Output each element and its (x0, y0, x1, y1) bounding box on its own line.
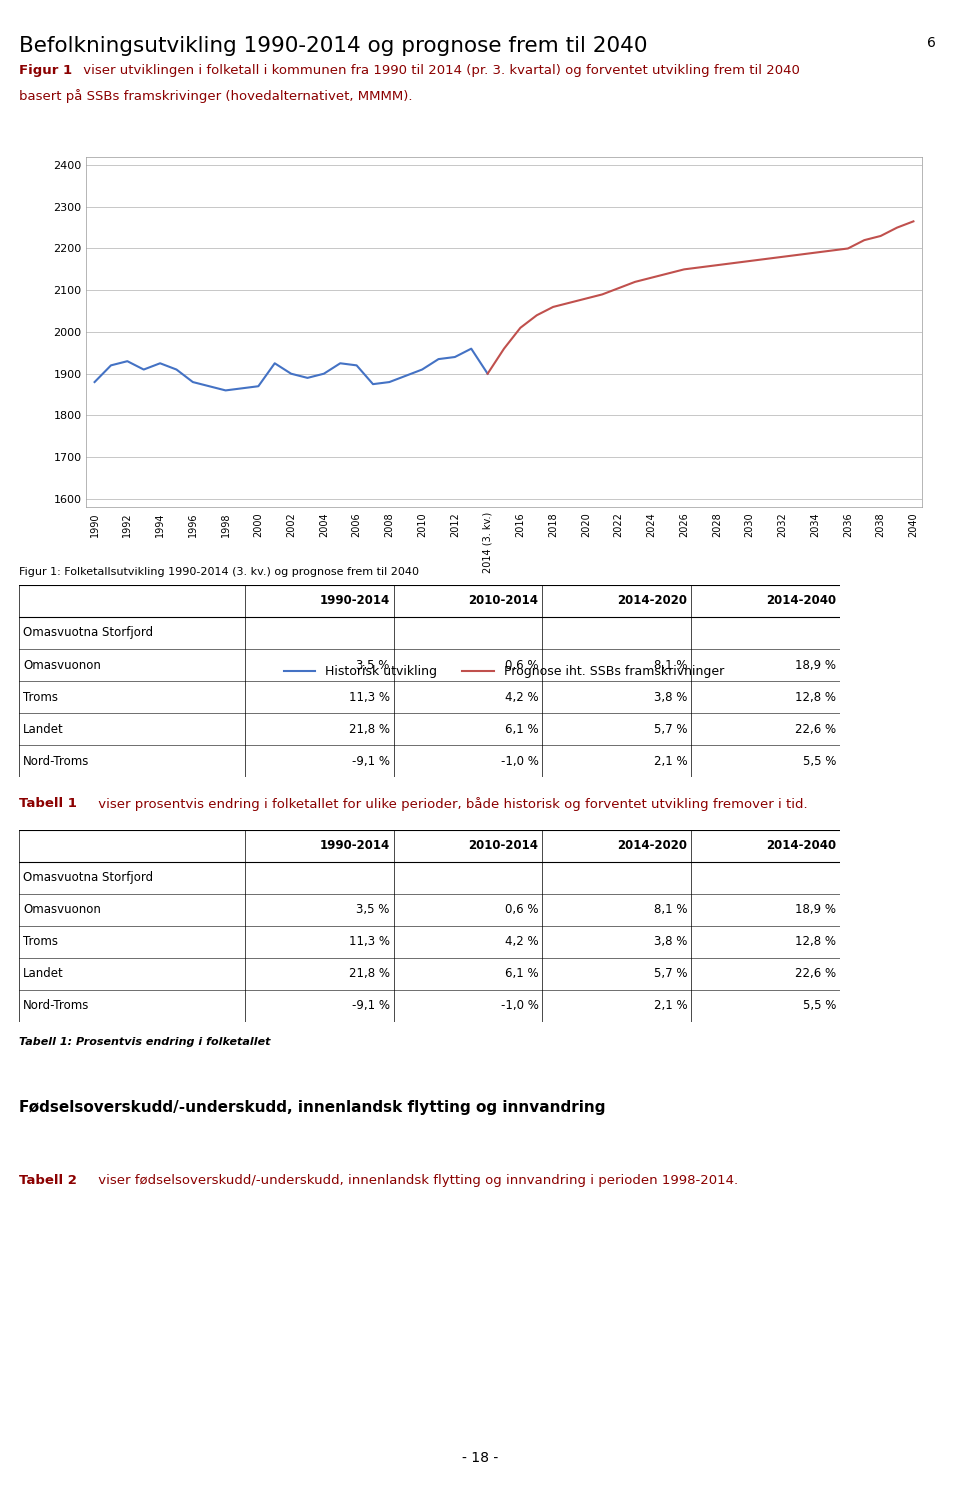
Text: Omasvuotna Storfjord: Omasvuotna Storfjord (23, 871, 154, 885)
Text: 21,8 %: 21,8 % (348, 967, 390, 980)
Text: 18,9 %: 18,9 % (795, 903, 836, 916)
Text: 11,3 %: 11,3 % (348, 935, 390, 949)
Text: viser utviklingen i folketall i kommunen fra 1990 til 2014 (pr. 3. kvartal) og f: viser utviklingen i folketall i kommunen… (79, 64, 800, 78)
Text: 5,7 %: 5,7 % (654, 967, 687, 980)
Text: Landet: Landet (23, 967, 63, 980)
Text: 5,7 %: 5,7 % (654, 722, 687, 736)
Text: 2014-2020: 2014-2020 (617, 594, 687, 607)
Text: -9,1 %: -9,1 % (351, 1000, 390, 1013)
Text: 12,8 %: 12,8 % (795, 935, 836, 949)
Text: 3,5 %: 3,5 % (356, 658, 390, 671)
Text: 4,2 %: 4,2 % (505, 691, 539, 704)
Text: 6: 6 (927, 36, 936, 49)
Text: 22,6 %: 22,6 % (795, 967, 836, 980)
Text: Omasvuonon: Omasvuonon (23, 903, 101, 916)
Text: 2014-2020: 2014-2020 (617, 839, 687, 852)
Text: 11,3 %: 11,3 % (348, 691, 390, 704)
Text: 2010-2014: 2010-2014 (468, 839, 539, 852)
Text: viser fødselsoverskudd/-underskudd, innenlandsk flytting og innvandring i period: viser fødselsoverskudd/-underskudd, inne… (94, 1174, 738, 1188)
Text: - 18 -: - 18 - (462, 1452, 498, 1465)
Text: 2014-2040: 2014-2040 (766, 839, 836, 852)
Text: Figur 1: Figur 1 (19, 64, 72, 78)
Legend: Historisk utvikling, Prognose iht. SSBs framskrivninger: Historisk utvikling, Prognose iht. SSBs … (279, 661, 729, 683)
Text: 2,1 %: 2,1 % (654, 755, 687, 768)
Text: 2,1 %: 2,1 % (654, 1000, 687, 1013)
Text: 0,6 %: 0,6 % (505, 658, 539, 671)
Text: -1,0 %: -1,0 % (501, 1000, 539, 1013)
Text: 5,5 %: 5,5 % (803, 1000, 836, 1013)
Text: 2010-2014: 2010-2014 (468, 594, 539, 607)
Text: 3,5 %: 3,5 % (356, 903, 390, 916)
Text: Figur 1: Folketallsutvikling 1990-2014 (3. kv.) og prognose frem til 2040: Figur 1: Folketallsutvikling 1990-2014 (… (19, 567, 420, 577)
Text: 22,6 %: 22,6 % (795, 722, 836, 736)
Text: viser prosentvis endring i folketallet for ulike perioder, både historisk og for: viser prosentvis endring i folketallet f… (94, 797, 807, 810)
Text: 6,1 %: 6,1 % (505, 722, 539, 736)
Text: Tabell 1: Tabell 1 (19, 797, 77, 810)
Text: Tabell 1: Prosentvis endring i folketallet: Tabell 1: Prosentvis endring i folketall… (19, 1037, 271, 1047)
Text: 2014-2040: 2014-2040 (766, 594, 836, 607)
Text: Befolkningsutvikling 1990-2014 og prognose frem til 2040: Befolkningsutvikling 1990-2014 og progno… (19, 36, 648, 55)
Text: Omasvuotna Storfjord: Omasvuotna Storfjord (23, 627, 154, 640)
Text: 4,2 %: 4,2 % (505, 935, 539, 949)
Text: 1990-2014: 1990-2014 (320, 839, 390, 852)
Text: 0,6 %: 0,6 % (505, 903, 539, 916)
Text: 21,8 %: 21,8 % (348, 722, 390, 736)
Text: Omasvuonon: Omasvuonon (23, 658, 101, 671)
Text: 18,9 %: 18,9 % (795, 658, 836, 671)
Text: 8,1 %: 8,1 % (654, 903, 687, 916)
Text: Tabell 2: Tabell 2 (19, 1174, 77, 1188)
Text: 12,8 %: 12,8 % (795, 691, 836, 704)
Text: Nord-Troms: Nord-Troms (23, 1000, 89, 1013)
Text: Troms: Troms (23, 935, 58, 949)
Text: 8,1 %: 8,1 % (654, 658, 687, 671)
Text: Nord-Troms: Nord-Troms (23, 755, 89, 768)
Text: 3,8 %: 3,8 % (654, 691, 687, 704)
Text: Fødselsoverskudd/-underskudd, innenlandsk flytting og innvandring: Fødselsoverskudd/-underskudd, innenlands… (19, 1100, 606, 1115)
Text: -1,0 %: -1,0 % (501, 755, 539, 768)
Text: 3,8 %: 3,8 % (654, 935, 687, 949)
Text: -9,1 %: -9,1 % (351, 755, 390, 768)
Text: 5,5 %: 5,5 % (803, 755, 836, 768)
Text: basert på SSBs framskrivinger (hovedalternativet, MMMM).: basert på SSBs framskrivinger (hovedalte… (19, 90, 413, 103)
Text: 1990-2014: 1990-2014 (320, 594, 390, 607)
Text: 6,1 %: 6,1 % (505, 967, 539, 980)
Text: Landet: Landet (23, 722, 63, 736)
Text: Troms: Troms (23, 691, 58, 704)
